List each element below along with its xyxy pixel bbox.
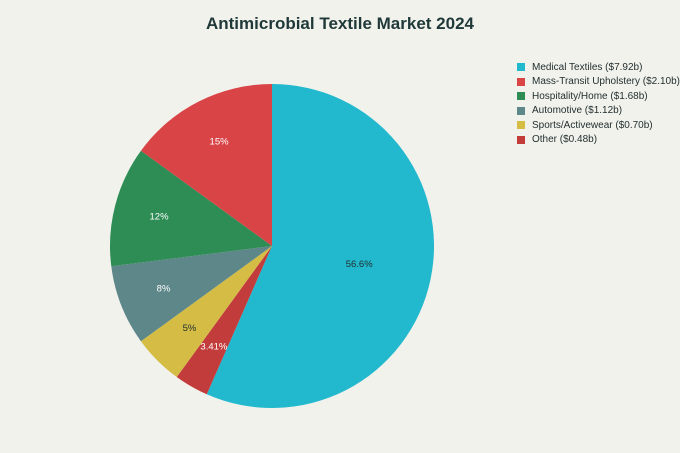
legend-swatch [517, 63, 525, 72]
legend-swatch [517, 92, 525, 101]
slice-label: 15% [210, 137, 230, 148]
legend-swatch [517, 106, 525, 115]
legend-label: Hospitality/Home ($1.68b) [532, 90, 648, 102]
legend-label: Mass-Transit Upholstery ($2.10b) [532, 76, 680, 88]
slice-label: 5% [183, 323, 197, 334]
legend-swatch [517, 121, 525, 130]
legend-item: Medical Textiles ($7.92b) [517, 60, 680, 75]
legend-item: Mass-Transit Upholstery ($2.10b) [517, 75, 680, 90]
slice-label: 3.41% [200, 342, 227, 353]
legend-item: Hospitality/Home ($1.68b) [517, 89, 680, 104]
chart-title: Antimicrobial Textile Market 2024 [205, 14, 474, 33]
slice-label: 56.6% [346, 259, 373, 270]
legend-label: Other ($0.48b) [532, 134, 598, 146]
pie-slice [176, 246, 272, 395]
legend: Medical Textiles ($7.92b) Mass-Transit Up… [517, 60, 680, 147]
pie-slice [140, 246, 272, 378]
slice-label: 8% [157, 283, 171, 294]
pie-slice [109, 150, 272, 267]
pie-slice [140, 84, 272, 246]
legend-label: Medical Textiles ($7.92b) [532, 61, 643, 73]
pie-slice [206, 84, 434, 408]
legend-label: Automotive ($1.12b) [532, 105, 623, 117]
legend-item: Sports/Activewear ($0.70b) [517, 118, 680, 133]
pie-slice [111, 246, 272, 342]
legend-item: Other ($0.48b) [517, 133, 680, 148]
legend-item: Automotive ($1.12b) [517, 104, 680, 119]
legend-swatch [517, 77, 525, 86]
legend-label: Sports/Activewear ($0.70b) [532, 119, 653, 131]
legend-swatch [517, 135, 525, 144]
slice-label: 12% [150, 211, 170, 222]
